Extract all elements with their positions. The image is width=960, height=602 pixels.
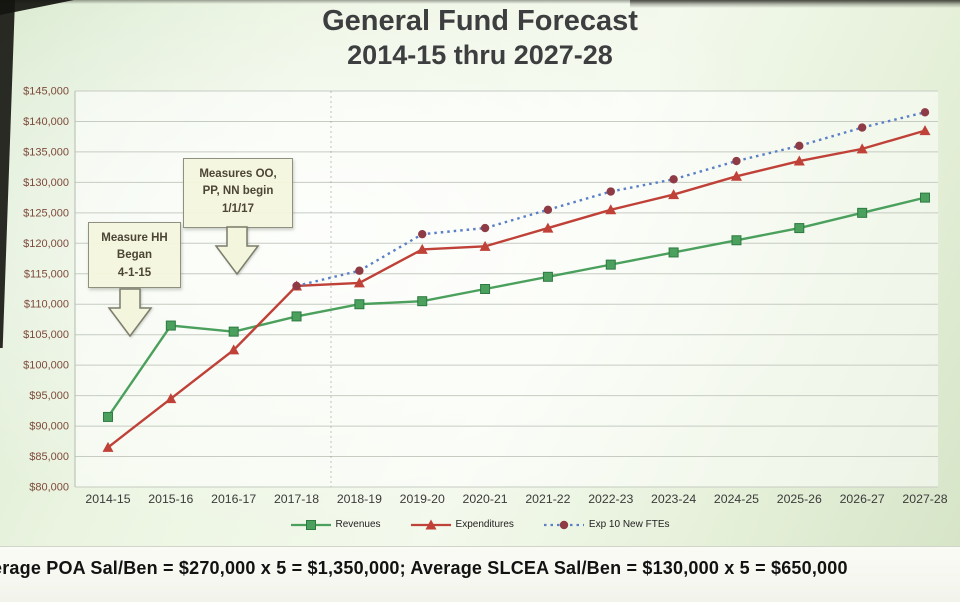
- marker-revenues: [354, 299, 365, 310]
- x-tick-label: 2018-19: [337, 492, 382, 506]
- y-tick-label: $90,000: [29, 421, 69, 433]
- chart-title-line1: General Fund Forecast: [322, 5, 638, 37]
- legend-label-expenditures: Expenditures: [455, 518, 514, 530]
- annotation-text: 1/1/17: [222, 202, 254, 215]
- marker-exp-10-new-ftes: [292, 281, 301, 291]
- annotation-text: Measures OO,: [199, 168, 277, 180]
- annotation-text: Measure HH: [101, 232, 168, 244]
- marker-exp-10-new-ftes: [795, 141, 804, 151]
- x-tick-label: 2027-28: [902, 492, 947, 506]
- annotation-measures-oo-pp-nn: Measures OO, PP, NN begin 1/1/17: [183, 158, 293, 228]
- marker-revenues: [291, 311, 302, 322]
- legend-label-revenues: Revenues: [335, 518, 381, 530]
- marker-revenues: [731, 235, 742, 246]
- marker-exp-10-new-ftes: [606, 187, 615, 196]
- marker-revenues: [228, 326, 239, 337]
- marker-expenditures: [605, 204, 617, 215]
- legend-item-exp-10-new-ftes: Exp 10 New FTEs: [543, 518, 670, 530]
- series-line-revenues: [107, 196, 926, 418]
- y-tick-label: $145,000: [23, 86, 69, 98]
- x-tick-label: 2020-21: [463, 492, 508, 506]
- marker-expenditures: [353, 277, 365, 288]
- marker-expenditures: [856, 143, 868, 154]
- marker-exp-10-new-ftes: [732, 156, 741, 166]
- footer-note: erage POA Sal/Ben = $270,000 x 5 = $1,35…: [0, 558, 848, 578]
- marker-revenues: [857, 207, 868, 218]
- x-tick-label: 2023-24: [651, 492, 696, 506]
- marker-expenditures: [165, 393, 177, 404]
- marker-exp-10-new-ftes: [669, 175, 678, 184]
- marker-exp-10-new-ftes: [857, 123, 867, 132]
- marker-exp-10-new-ftes: [355, 266, 364, 275]
- marker-expenditures: [102, 441, 114, 452]
- plot-area: [75, 91, 938, 487]
- chart-title-line2: 2014-15 thru 2027-28: [347, 39, 613, 70]
- marker-revenues: [480, 284, 491, 294]
- marker-expenditures: [416, 243, 428, 254]
- series-line-exp-10-new-ftes: [296, 111, 926, 288]
- marker-expenditures: [542, 222, 554, 233]
- marker-exp-10-new-ftes: [920, 108, 930, 117]
- marker-expenditures: [668, 189, 680, 200]
- marker-revenues: [605, 259, 616, 270]
- marker-exp-10-new-ftes: [418, 229, 427, 239]
- x-tick-label: 2014-15: [85, 492, 130, 506]
- marker-expenditures: [793, 155, 805, 166]
- marker-expenditures: [919, 125, 931, 136]
- marker-revenues: [794, 223, 805, 234]
- marker-expenditures: [730, 170, 742, 181]
- expenditures-marker-icon: [410, 518, 451, 530]
- marker-revenues: [542, 271, 553, 282]
- down-arrow-icon: [107, 288, 153, 338]
- y-tick-label: $135,000: [23, 146, 69, 158]
- y-tick-label: $120,000: [23, 238, 69, 250]
- annotation-text: PP, NN begin: [202, 185, 274, 198]
- marker-revenues: [920, 192, 930, 203]
- x-tick-label: 2022-23: [588, 492, 633, 506]
- legend-item-expenditures: Expenditures: [410, 518, 514, 530]
- marker-exp-10-new-ftes: [543, 205, 553, 214]
- annotation-text: 4-1-15: [117, 266, 152, 279]
- y-tick-label: $115,000: [24, 268, 69, 280]
- x-tick-label: 2024-25: [714, 492, 759, 506]
- y-tick-label: $80,000: [29, 482, 69, 494]
- legend-item-revenues: Revenues: [290, 518, 381, 530]
- revenues-marker-icon: [290, 518, 331, 530]
- x-tick-label: 2017-18: [274, 492, 319, 506]
- y-tick-label: $85,000: [29, 451, 69, 463]
- annotation-text: Began: [116, 249, 153, 262]
- y-tick-label: $125,000: [23, 207, 69, 219]
- chart-legend: Revenues Expenditures Exp 10 New FTEs: [0, 518, 960, 530]
- annotation-measure-hh: Measure HH Began 4-1-15: [88, 222, 181, 288]
- forecast-chart: $80,000 $85,000 $90,000 $95,000 $100,000 $105…: [0, 85, 960, 515]
- marker-exp-10-new-ftes: [480, 223, 490, 233]
- x-tick-label: 2026-27: [840, 492, 885, 506]
- marker-revenues: [668, 247, 679, 258]
- marker-revenues: [165, 320, 176, 331]
- down-arrow-icon: [214, 226, 260, 276]
- x-tick-label: 2015-16: [148, 492, 193, 506]
- forecast-chart-svg: $80,000 $85,000 $90,000 $95,000 $100,000 $105…: [23, 86, 948, 507]
- footer-bar: erage POA Sal/Ben = $270,000 x 5 = $1,35…: [0, 546, 960, 602]
- x-tick-label: 2025-26: [777, 492, 822, 506]
- exp-10-new-ftes-marker-icon: [543, 518, 584, 530]
- y-tick-label: $110,000: [24, 299, 69, 311]
- marker-revenues: [103, 411, 113, 422]
- y-tick-label: $95,000: [29, 390, 69, 402]
- y-tick-label: $140,000: [23, 116, 69, 128]
- y-tick-label: $130,000: [23, 177, 69, 189]
- legend-label-exp-10-new-ftes: Exp 10 New FTEs: [588, 518, 670, 530]
- marker-expenditures: [228, 344, 240, 355]
- series-line-expenditures: [107, 129, 926, 449]
- marker-revenues: [417, 296, 428, 307]
- y-tick-label: $100,000: [23, 360, 69, 372]
- y-tick-label: $105,000: [23, 329, 69, 341]
- x-tick-label: 2021-22: [525, 492, 570, 506]
- x-tick-label: 2016-17: [211, 492, 256, 506]
- x-tick-label: 2019-20: [400, 492, 445, 506]
- slide-title: General Fund Forecast 2014-15 thru 2027-…: [0, 4, 960, 73]
- marker-expenditures: [479, 240, 491, 251]
